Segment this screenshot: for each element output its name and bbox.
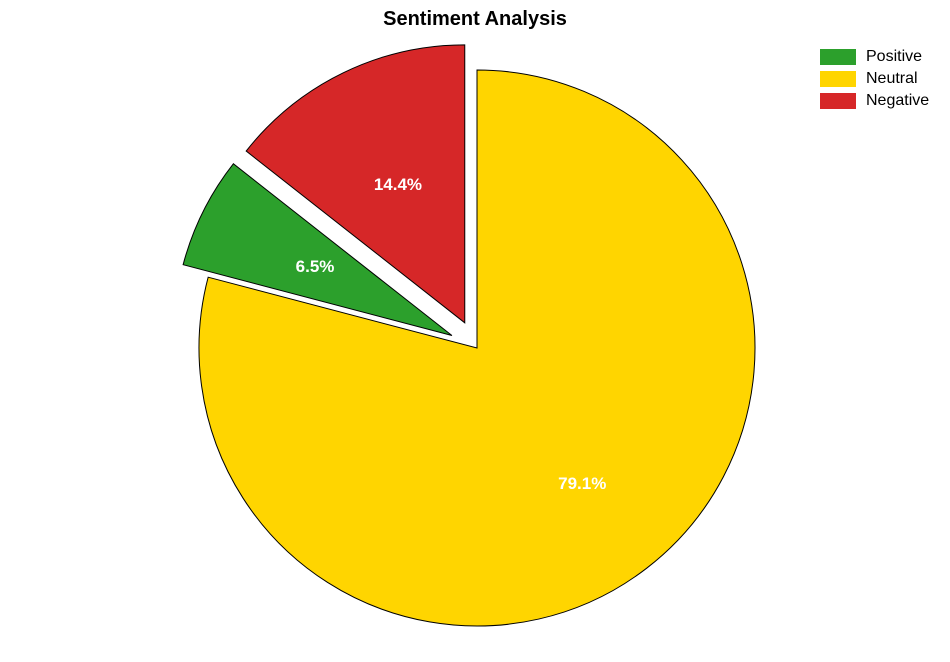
pie-svg: 79.1% 14.4% 6.5% <box>0 0 950 662</box>
legend-swatch <box>820 49 856 65</box>
legend-swatch <box>820 71 856 87</box>
legend-item: Neutral <box>820 70 929 88</box>
legend-swatch <box>820 93 856 109</box>
pie-slice-label: 14.4% <box>374 175 422 194</box>
legend-item: Negative <box>820 92 929 110</box>
pie-slice-label: 79.1% <box>558 474 606 493</box>
legend-label: Negative <box>866 92 929 110</box>
pie-slice-label: 6.5% <box>296 257 335 276</box>
legend-label: Neutral <box>866 70 918 88</box>
sentiment-pie-chart: Sentiment Analysis 79.1%14.4%6.5% Positi… <box>0 0 950 662</box>
legend-label: Positive <box>866 48 922 66</box>
chart-legend: Positive Neutral Negative <box>820 48 929 114</box>
legend-item: Positive <box>820 48 929 66</box>
